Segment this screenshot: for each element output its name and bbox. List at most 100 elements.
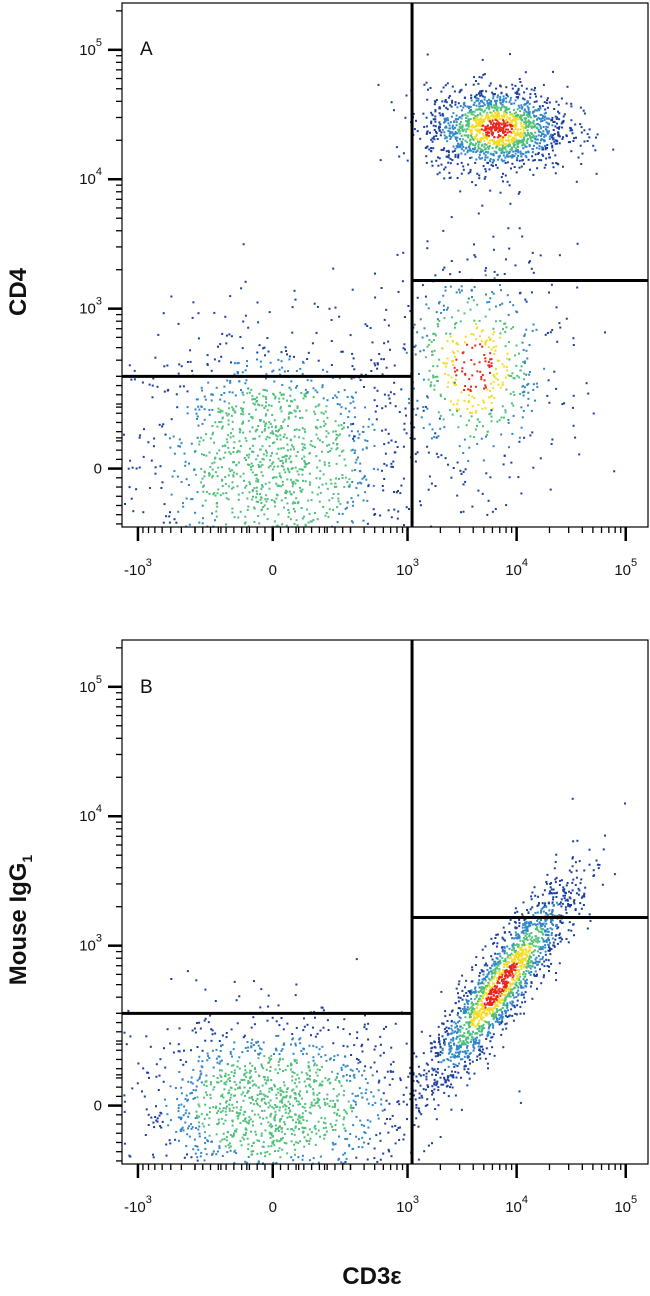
panel-b-event-dot — [363, 1141, 365, 1144]
panel-b-event-dot — [303, 1025, 306, 1028]
panel-a-event-dot — [484, 156, 487, 159]
panel-a-event-dot — [327, 451, 330, 453]
panel-a-event-dot — [503, 123, 506, 126]
panel-a-event-dot — [479, 118, 482, 121]
panel-b-event-dot — [235, 1130, 237, 1133]
panel-a-event-dot — [474, 120, 477, 123]
panel-b-event-dot — [280, 1138, 283, 1141]
panel-b-event-dot — [510, 933, 513, 936]
panel-a-event-dot — [500, 158, 503, 161]
panel-a-event-dot — [508, 143, 511, 146]
panel-b-event-dot — [291, 1089, 293, 1092]
panel-b-event-dot — [344, 1160, 347, 1163]
panel-b-event-dot — [481, 948, 484, 951]
panel-b-event-dot — [261, 1098, 264, 1101]
panel-a-event-dot — [279, 476, 282, 479]
panel-b-event-dot — [204, 1091, 207, 1094]
panel-a-event-dot — [230, 414, 233, 417]
panel-a-event-dot — [293, 429, 296, 431]
panel-a-event-dot — [529, 371, 531, 373]
panel-b-event-dot — [260, 988, 263, 991]
panel-a-event-dot — [180, 442, 183, 445]
panel-a-event-dot — [586, 133, 589, 136]
panel-a-event-dot — [583, 129, 586, 132]
panel-a-event-dot — [445, 126, 448, 129]
panel-a-event-dot — [529, 260, 531, 263]
panel-b-event-dot — [169, 1119, 172, 1122]
panel-a-event-dot — [524, 103, 526, 106]
panel-a-event-dot — [257, 479, 260, 481]
panel-a-event-dot — [355, 458, 358, 461]
panel-a-event-dot — [258, 435, 261, 438]
panel-a-event-dot — [534, 153, 537, 156]
panel-a-event-dot — [303, 455, 306, 458]
panel-a-event-dot — [268, 445, 271, 448]
panel-a-event-dot — [505, 143, 508, 146]
panel-a-event-dot — [338, 377, 341, 380]
panel-b-event-dot — [225, 1036, 228, 1039]
panel-a-event-dot — [540, 139, 543, 142]
panel-b-event-dot — [290, 1128, 293, 1131]
panel-a-event-dot — [481, 374, 484, 376]
panel-a-event-dot — [360, 373, 363, 376]
panel-b-event-dot — [351, 1092, 354, 1095]
panel-a-event-dot — [458, 125, 461, 128]
panel-b-event-dot — [498, 968, 501, 971]
panel-b-event-dot — [206, 1052, 209, 1055]
panel-a-event-dot — [279, 391, 282, 394]
panel-b-event-dot — [297, 1100, 300, 1103]
panel-b-event-dot — [505, 1027, 508, 1030]
panel-a-event-dot — [456, 177, 459, 179]
panel-b-event-dot — [297, 1156, 300, 1159]
panel-b-event-dot — [218, 1147, 221, 1150]
panel-a-event-dot — [525, 156, 528, 159]
panel-a-event-dot — [475, 158, 478, 161]
panel-a-event-dot — [309, 481, 312, 484]
panel-a-event-dot — [275, 434, 278, 437]
panel-b-event-dot — [321, 1080, 324, 1083]
panel-a-event-dot — [305, 409, 308, 412]
panel-a-event-dot — [529, 121, 532, 124]
panel-b-event-dot — [297, 1121, 300, 1124]
panel-b-event-dot — [459, 996, 462, 999]
panel-a-event-dot — [479, 113, 482, 116]
panel-b-event-dot — [458, 980, 461, 983]
panel-b-event-dot — [275, 1127, 277, 1130]
panel-a-event-dot — [426, 247, 429, 250]
panel-a-event-dot — [230, 361, 232, 364]
panel-b-event-dot — [366, 1119, 369, 1122]
panel-a-event-dot — [255, 500, 258, 503]
panel-b-event-dot — [256, 1103, 259, 1106]
panel-a-event-dot — [400, 484, 403, 487]
panel-a-event-dot — [242, 393, 245, 396]
panel-a-event-dot — [516, 149, 519, 151]
panel-a-event-dot — [364, 406, 367, 409]
panel-a-event-dot — [561, 403, 564, 406]
panel-a-event-dot — [197, 424, 200, 427]
panel-a-event-dot — [513, 377, 516, 380]
panel-a-event-dot — [454, 103, 457, 106]
panel-a-event-dot — [557, 131, 560, 134]
panel-a-event-dot — [287, 509, 290, 511]
panel-a-event-dot — [454, 355, 456, 358]
panel-a-event-dot — [453, 352, 456, 355]
panel-a-event-dot — [548, 135, 551, 138]
panel-a-event-dot — [179, 445, 181, 448]
panel-b-event-dot — [345, 1112, 348, 1115]
panel-b-event-dot — [150, 1116, 153, 1119]
panel-b-event-dot — [533, 886, 536, 889]
panel-a-event-dot — [535, 142, 538, 145]
panel-b-event-dot — [243, 1086, 246, 1089]
panel-a-event-dot — [515, 124, 517, 127]
panel-a-event-dot — [263, 407, 266, 410]
panel-a-event-dot — [507, 421, 510, 424]
panel-a-event-dot — [430, 482, 433, 485]
panel-a-event-dot — [432, 124, 435, 127]
panel-a-event-dot — [495, 345, 498, 348]
panel-b-event-dot — [422, 1074, 425, 1077]
panel-a-event-dot — [558, 254, 561, 257]
panel-a-event-dot — [525, 114, 528, 117]
panel-b-event-dot — [293, 1133, 296, 1136]
panel-b-event-dot — [248, 1087, 251, 1089]
